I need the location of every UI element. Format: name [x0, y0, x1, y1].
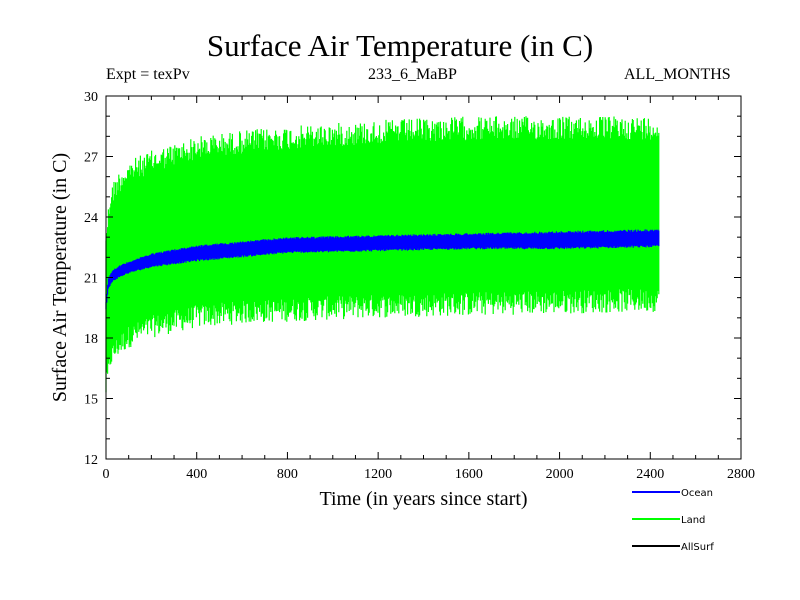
run-label: 233_6_MaBP [368, 66, 457, 83]
y-tick-label: 24 [84, 211, 98, 226]
y-tick-label: 12 [84, 453, 98, 468]
x-tick-label: 1200 [364, 467, 392, 482]
x-tick-label: 1600 [455, 467, 483, 482]
y-tick-label: 27 [84, 151, 98, 166]
months-label: ALL_MONTHS [624, 66, 731, 83]
x-tick-label: 800 [277, 467, 298, 482]
y-tick-label: 15 [84, 393, 98, 408]
x-axis-label: Time (in years since start) [319, 488, 527, 510]
y-tick-label: 30 [84, 90, 98, 105]
legend-label-allsurf: AllSurf [681, 542, 714, 553]
x-tick-label: 2000 [546, 467, 574, 482]
y-tick-label: 18 [84, 332, 98, 347]
y-axis-label: Surface Air Temperature (in C) [49, 153, 71, 402]
x-tick-label: 2400 [636, 467, 664, 482]
y-tick-label: 21 [84, 272, 98, 287]
x-tick-label: 2800 [727, 467, 755, 482]
experiment-label: Expt = texPv [106, 66, 190, 83]
legend-label-ocean: Ocean [681, 488, 713, 499]
legend-label-land: Land [681, 515, 705, 526]
chart-title: Surface Air Temperature (in C) [206, 28, 594, 63]
x-tick-label: 0 [103, 467, 110, 482]
x-tick-label: 400 [186, 467, 207, 482]
